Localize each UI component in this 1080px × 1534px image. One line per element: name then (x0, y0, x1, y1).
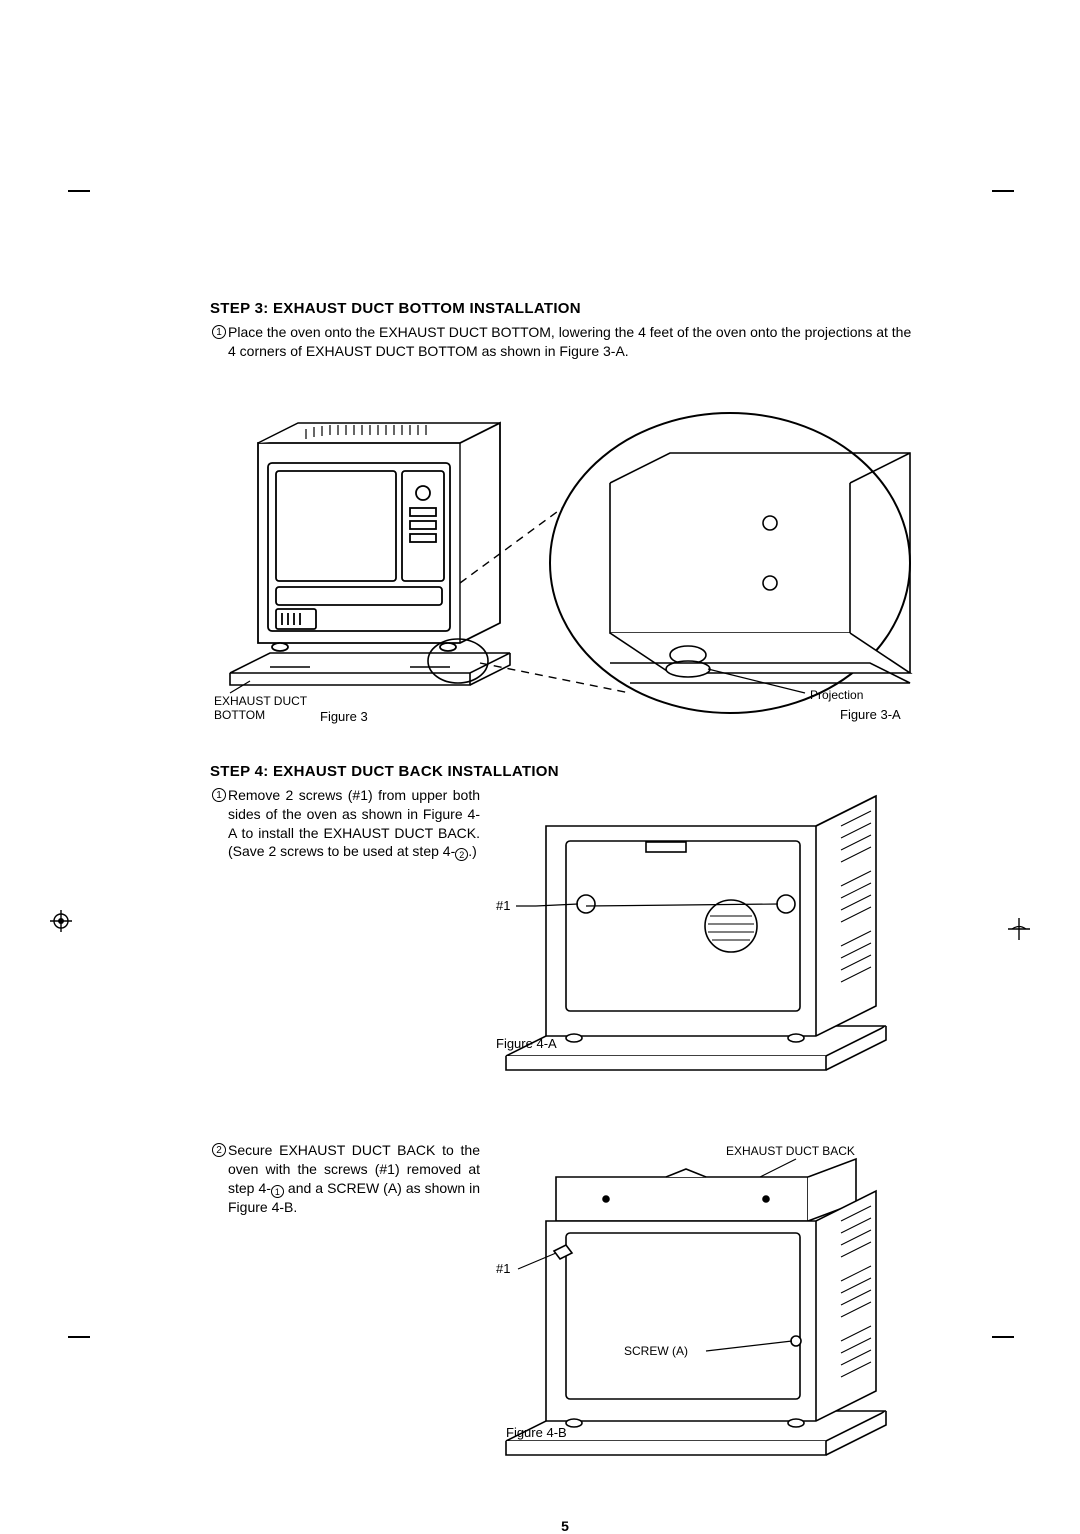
circled-number-icon: 1 (210, 786, 228, 862)
crop-mark (992, 1336, 1014, 1338)
step3-item-1: 1 Place the oven onto the EXHAUST DUCT B… (210, 323, 920, 361)
caption-figure-3: Figure 3 (320, 709, 368, 724)
label-hash1-b: #1 (496, 1261, 510, 1276)
caption-figure-4a: Figure 4-A (496, 1036, 557, 1051)
label-screw-a: SCREW (A) (624, 1344, 688, 1358)
label-hash1: #1 (496, 898, 510, 913)
crop-mark (68, 190, 90, 192)
label-projection: Projection (810, 688, 863, 702)
step3-item-1-text: Place the oven onto the EXHAUST DUCT BOT… (228, 323, 920, 361)
figure-4a-drawing: #1 Figure 4-A (496, 786, 916, 1096)
caption-figure-3a: Figure 3-A (840, 707, 901, 722)
label-exhaust-duct-bottom-2: BOTTOM (214, 708, 265, 722)
step4-item-2: 2 Secure EXHAUST DUCT BACK to the oven w… (210, 1141, 480, 1217)
step4-item-1: 1 Remove 2 screws (#1) from upper both s… (210, 786, 480, 862)
circled-number-icon: 1 (210, 323, 228, 361)
page-content: STEP 3: EXHAUST DUCT BOTTOM INSTALLATION… (210, 300, 920, 1486)
page-number: 5 (210, 1518, 920, 1534)
label-exhaust-duct-back: EXHAUST DUCT BACK (726, 1144, 855, 1158)
caption-figure-4b: Figure 4-B (506, 1425, 567, 1440)
registration-mark-icon (50, 910, 72, 932)
step4-item-2-text: Secure EXHAUST DUCT BACK to the oven wit… (228, 1141, 480, 1217)
crop-mark (992, 190, 1014, 192)
step4-heading: STEP 4: EXHAUST DUCT BACK INSTALLATION (210, 763, 920, 780)
step4-row-1: 1 Remove 2 screws (#1) from upper both s… (210, 786, 920, 1101)
circled-number-icon: 2 (210, 1141, 228, 1217)
step4-item-1-text: Remove 2 screws (#1) from upper both sid… (228, 786, 480, 862)
registration-mark-icon (1008, 918, 1030, 940)
figure-3-block: EXHAUST DUCT BOTTOM Figure 3 Projection … (210, 373, 920, 733)
crop-mark (68, 1336, 90, 1338)
step4-row-2: 2 Secure EXHAUST DUCT BACK to the oven w… (210, 1141, 920, 1486)
figure-4b-drawing: EXHAUST DUCT BACK (496, 1141, 916, 1481)
label-exhaust-duct-bottom-1: EXHAUST DUCT (214, 694, 308, 708)
figure-3-drawing: EXHAUST DUCT BOTTOM Figure 3 Projection … (210, 373, 920, 733)
step3-heading: STEP 3: EXHAUST DUCT BOTTOM INSTALLATION (210, 300, 920, 317)
